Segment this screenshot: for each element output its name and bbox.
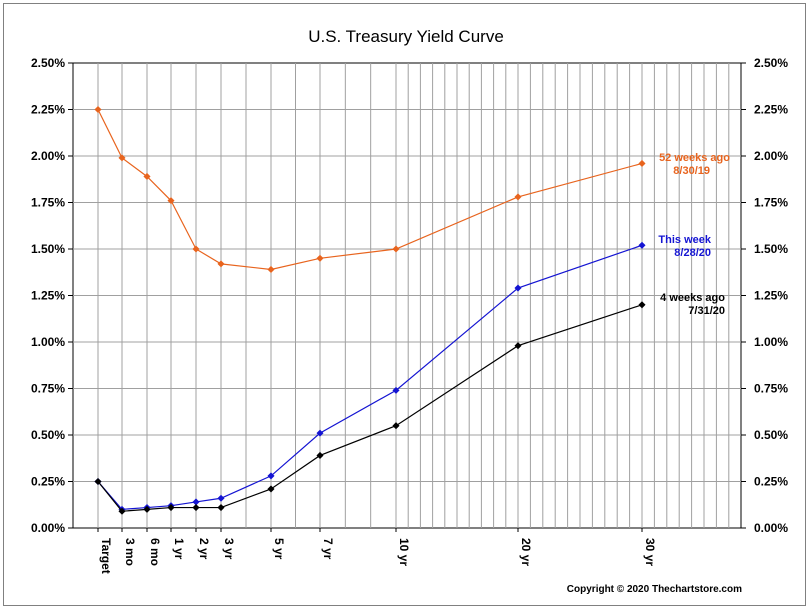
series-label-line1: 4 weeks ago — [660, 292, 725, 304]
y-tick-label: 0.25% — [31, 475, 65, 489]
series-point — [118, 507, 126, 515]
vertical-gridlines — [97, 63, 730, 528]
series-label-line1: This week — [658, 234, 711, 246]
y-tick-label-right: 2.50% — [754, 56, 788, 70]
y-tick-label: 1.50% — [31, 242, 65, 256]
series-point — [143, 505, 151, 513]
chart-title: U.S. Treasury Yield Curve — [308, 27, 504, 46]
series-point — [514, 284, 522, 292]
y-tick-label: 1.75% — [31, 196, 65, 210]
x-tick-label: 3 mo — [123, 538, 137, 566]
y-tick-label: 0.00% — [31, 521, 65, 535]
series-point — [217, 494, 225, 502]
y-tick-label: 2.25% — [31, 103, 65, 117]
series-point — [192, 245, 200, 253]
y-tick-label-right: 0.25% — [754, 475, 788, 489]
series-point — [392, 386, 400, 394]
y-tick-label: 1.00% — [31, 335, 65, 349]
y-tick-label-right: 1.00% — [754, 335, 788, 349]
series-layer — [94, 105, 646, 515]
x-tick-label: 1 yr — [172, 538, 186, 560]
y-tick-label: 2.00% — [31, 149, 65, 163]
y-tick-label-right: 1.50% — [754, 242, 788, 256]
y-tick-label-right: 2.00% — [754, 149, 788, 163]
series-point — [638, 301, 646, 309]
y-tick-label-right: 1.25% — [754, 289, 788, 303]
series-point — [514, 342, 522, 350]
series-label-line2: 8/28/20 — [674, 247, 711, 259]
series-point — [638, 241, 646, 249]
x-tick-label: 3 yr — [222, 538, 236, 560]
y-tick-label-right: 0.50% — [754, 428, 788, 442]
x-tick-label: 2 yr — [197, 538, 211, 560]
y-tick-label: 0.50% — [31, 428, 65, 442]
x-tick-label: 10 yr — [397, 538, 411, 566]
x-tick-label: Target — [99, 538, 113, 574]
x-tick-label: 20 yr — [519, 538, 533, 566]
x-tick-label: 6 mo — [148, 538, 162, 566]
x-tick-label: 5 yr — [272, 538, 286, 560]
x-tick-label: 7 yr — [321, 538, 335, 560]
right-y-axis-ticks: 0.00% 0.25% 0.50% 0.75% 1.00% 1.25% 1.50% 1.75%… — [741, 56, 788, 535]
series-label-line2: 8/30/19 — [673, 165, 710, 177]
series-point — [94, 477, 102, 486]
series-point — [638, 159, 646, 167]
series-point — [392, 422, 400, 430]
copyright-notice: Copyright © 2020 Thechartstore.com — [567, 584, 742, 595]
series-point — [316, 429, 324, 437]
y-tick-label-right: 0.75% — [754, 382, 788, 396]
series-point — [267, 265, 275, 273]
series-point — [267, 472, 275, 480]
series-point — [217, 260, 225, 268]
series-point — [514, 193, 522, 201]
series-point — [118, 154, 126, 162]
series-label-line1: 52 weeks ago — [659, 152, 730, 164]
x-axis-ticks: Target 3 mo 6 mo 1 yr 2 yr 3 yr 5 yr 7 yr 10 yr 2… — [97, 528, 657, 574]
series-point — [267, 485, 275, 493]
y-tick-label: 2.50% — [31, 56, 65, 70]
series-point — [217, 504, 225, 512]
series-point — [143, 172, 151, 180]
series-point — [316, 451, 324, 459]
y-tick-label-right: 0.00% — [754, 521, 788, 535]
series-point — [167, 504, 175, 512]
x-tick-label: 30 yr — [643, 538, 657, 566]
y-tick-label-right: 1.75% — [754, 196, 788, 210]
y-tick-label: 0.75% — [31, 382, 65, 396]
series-point — [392, 245, 400, 253]
left-y-axis-ticks: 0.00% 0.25% 0.50% 0.75% 1.00% 1.25% 1.50% 1.75%… — [31, 56, 73, 535]
series-point — [192, 498, 200, 506]
y-tick-label: 1.25% — [31, 289, 65, 303]
series-point — [94, 105, 102, 114]
series-point — [192, 504, 200, 512]
series-point — [167, 197, 175, 205]
series-label-line2: 7/31/20 — [688, 305, 725, 317]
y-tick-label-right: 2.25% — [754, 103, 788, 117]
